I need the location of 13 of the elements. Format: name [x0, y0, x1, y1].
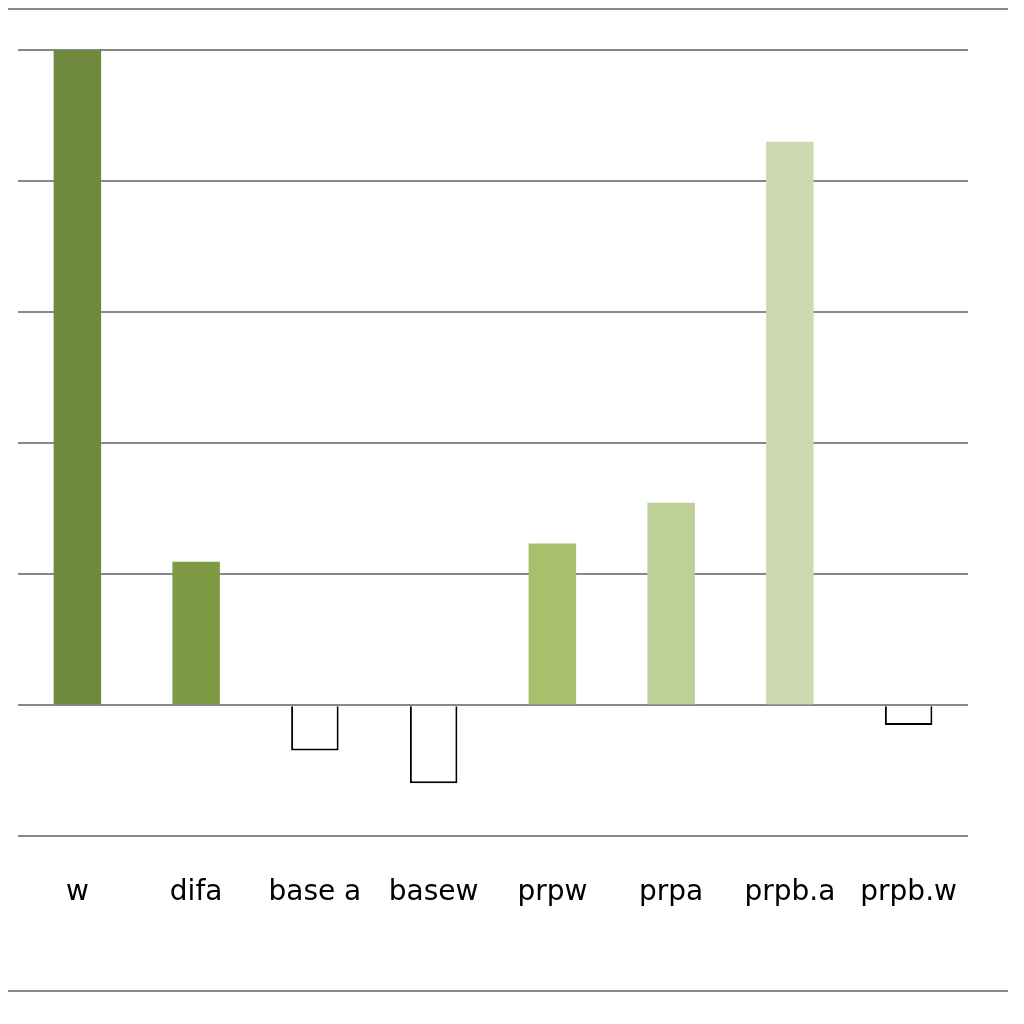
x-tick-label: base a [268, 874, 362, 908]
x-tick-label: w [65, 874, 89, 908]
bar [528, 543, 577, 705]
x-tick-label: prpw [517, 874, 588, 908]
bar [647, 502, 695, 705]
x-tick-label: prpb.a [744, 874, 836, 908]
bar [53, 50, 102, 705]
x-tick-label: prpb.w [860, 874, 957, 908]
bar [766, 141, 814, 705]
bar [172, 561, 220, 705]
x-tick-label: prpa [639, 874, 704, 908]
x-tick-label: difa [169, 874, 223, 908]
x-tick-label: basew [388, 874, 479, 908]
